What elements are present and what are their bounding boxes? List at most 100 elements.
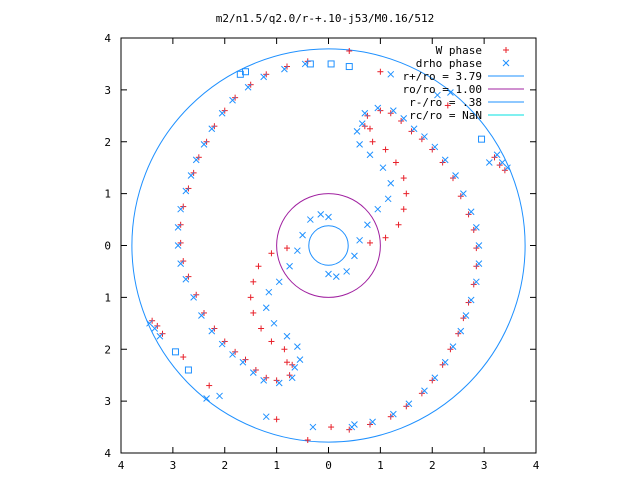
chart-title: m2/n1.5/q2.0/r-+.10-j53/M0.16/512	[216, 12, 435, 25]
drho-phase-point	[384, 195, 392, 203]
drho-phase-point	[218, 109, 226, 117]
drho-phase-point	[174, 242, 182, 249]
w-phase-point	[247, 294, 254, 301]
drho-phase-point	[156, 332, 164, 340]
drho-phase-point	[229, 351, 236, 358]
drho-phase-point	[286, 262, 293, 270]
drho-phase-point	[467, 208, 475, 216]
y-tick-label: 2	[104, 343, 111, 356]
legend-label: W phase	[436, 44, 482, 57]
legend-swatch-plus	[503, 47, 509, 53]
radius-circle	[131, 48, 526, 443]
drho-phase-point	[356, 140, 363, 148]
drho-phase-point	[306, 216, 314, 223]
w-phase-point	[382, 234, 389, 241]
drho-phase-point	[364, 221, 371, 229]
drho-phase-point	[262, 413, 270, 421]
w-phase-point	[392, 159, 399, 166]
w-phase-point	[268, 338, 275, 345]
w-phase-point	[284, 245, 290, 252]
drho-phase-point	[421, 387, 428, 395]
drho-phase-point	[332, 273, 340, 280]
drho-phase-point	[317, 211, 325, 218]
w-phase-point	[206, 382, 213, 389]
w-phase-point	[395, 221, 402, 228]
drho-phase-point	[218, 340, 226, 348]
drho-phase-point	[351, 252, 358, 260]
drho-phase-point	[281, 65, 288, 73]
x-tick-label: 2	[221, 459, 228, 472]
legend-label: ro/ro = 1.00	[403, 83, 482, 96]
drho-phase-point	[353, 128, 361, 135]
w-phase-point	[382, 146, 389, 153]
drho-phase-point	[434, 91, 441, 99]
drho-phase-point	[260, 377, 268, 384]
drho-phase-point	[457, 327, 465, 335]
drho-phase-point	[198, 312, 205, 319]
w-phase-point	[268, 250, 275, 257]
w-phase-point	[250, 278, 257, 285]
drho-phase-point	[475, 260, 483, 268]
w-phase-point	[369, 138, 376, 145]
w-phase-point	[400, 206, 407, 213]
w-phase-point	[284, 359, 290, 366]
drho-phase-point	[366, 151, 374, 159]
drho-phase-point	[369, 418, 376, 426]
w-phase-point	[255, 263, 262, 270]
drho-phase-point	[239, 358, 247, 366]
drho-phase-point	[351, 421, 358, 428]
w-phase-point	[250, 309, 257, 316]
drho-phase-point	[309, 423, 317, 431]
drho-phase-point	[374, 205, 382, 213]
drho-phase-point	[410, 125, 418, 133]
legend-label: r+/ro = 3.79	[403, 70, 482, 83]
drho-phase-square-point	[184, 366, 192, 374]
drho-phase-point	[229, 96, 236, 104]
radius-circle	[276, 193, 381, 298]
drho-phase-point	[203, 395, 210, 402]
drho-phase-point	[288, 374, 296, 382]
legend-label: drho phase	[416, 57, 482, 70]
drho-phase-point	[182, 187, 190, 195]
drho-phase-point	[389, 410, 397, 418]
drho-phase-square-point	[171, 348, 179, 356]
drho-phase-point	[431, 374, 439, 382]
drho-phase-point	[452, 172, 459, 179]
w-phase-point	[367, 239, 373, 246]
drho-phase-point	[325, 213, 332, 221]
w-phase-point	[281, 346, 288, 353]
drho-phase-point	[356, 236, 363, 244]
drho-phase-point	[275, 379, 283, 387]
drho-phase-point	[146, 319, 153, 327]
w-phase-point	[377, 68, 384, 75]
drho-phase-point	[358, 120, 366, 127]
drho-phase-point	[472, 223, 480, 231]
x-tick-label: 1	[377, 459, 384, 472]
y-tick-label: 1	[104, 188, 111, 201]
drho-phase-point	[208, 125, 216, 133]
drho-phase-point	[262, 304, 270, 312]
x-tick-label: 1	[273, 459, 280, 472]
drho-phase-point	[460, 190, 467, 197]
drho-phase-point	[187, 172, 195, 179]
drho-phase-point	[361, 109, 369, 117]
w-phase-point	[403, 190, 410, 197]
y-tick-label: 2	[104, 136, 111, 149]
x-tick-label: 2	[429, 459, 436, 472]
x-tick-label: 0	[325, 459, 332, 472]
x-tick-label: 4	[118, 459, 125, 472]
w-phase-point	[304, 437, 311, 444]
drho-phase-square-point	[345, 63, 353, 71]
w-phase-point	[444, 102, 451, 109]
drho-phase-square-point	[236, 70, 244, 78]
drho-phase-point	[325, 270, 332, 278]
drho-phase-point	[299, 231, 306, 239]
drho-phase-point	[151, 325, 159, 332]
drho-phase-point	[421, 133, 428, 140]
drho-phase-point	[275, 278, 283, 286]
drho-phase-point	[485, 159, 493, 166]
drho-phase-point	[441, 156, 449, 164]
drho-phase-point	[447, 89, 454, 96]
